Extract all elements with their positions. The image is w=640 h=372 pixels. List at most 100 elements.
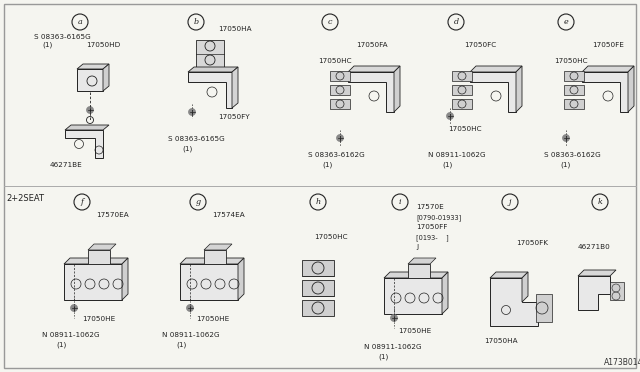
- Text: f: f: [81, 198, 83, 206]
- Text: S 08363-6165G: S 08363-6165G: [168, 136, 225, 142]
- Bar: [384, 278, 442, 314]
- Bar: [536, 294, 552, 322]
- Polygon shape: [582, 66, 634, 72]
- Text: 17050HE: 17050HE: [398, 328, 431, 334]
- Text: [0193-    ]: [0193- ]: [416, 234, 449, 241]
- Polygon shape: [348, 72, 394, 112]
- Circle shape: [337, 135, 344, 141]
- Text: [0790-01933]: [0790-01933]: [416, 214, 461, 221]
- Text: 17050HC: 17050HC: [554, 58, 588, 64]
- Text: 17570E: 17570E: [416, 204, 444, 210]
- Text: 2+2SEAT: 2+2SEAT: [6, 194, 44, 203]
- Polygon shape: [204, 244, 232, 250]
- Text: 17050FF: 17050FF: [416, 224, 447, 230]
- Text: 17050FY: 17050FY: [218, 114, 250, 120]
- Polygon shape: [628, 66, 634, 112]
- Polygon shape: [578, 270, 616, 276]
- Bar: [564, 85, 584, 95]
- Text: (1): (1): [378, 354, 388, 360]
- Text: 17050HD: 17050HD: [86, 42, 120, 48]
- Text: 17050HC: 17050HC: [314, 234, 348, 240]
- Text: 17050FE: 17050FE: [592, 42, 624, 48]
- Polygon shape: [384, 272, 448, 278]
- Text: S 08363-6162G: S 08363-6162G: [308, 152, 365, 158]
- Text: a: a: [77, 18, 83, 26]
- Text: 17050HE: 17050HE: [82, 316, 115, 322]
- Text: d: d: [453, 18, 459, 26]
- Text: 46271BE: 46271BE: [50, 162, 83, 168]
- Polygon shape: [180, 258, 244, 264]
- Text: N 08911-1062G: N 08911-1062G: [428, 152, 486, 158]
- Circle shape: [390, 314, 397, 321]
- Text: 17050FK: 17050FK: [516, 240, 548, 246]
- Bar: [452, 85, 472, 95]
- Polygon shape: [103, 64, 109, 91]
- Bar: [564, 71, 584, 81]
- Text: i: i: [399, 198, 401, 206]
- Text: 17570EA: 17570EA: [96, 212, 129, 218]
- Polygon shape: [490, 278, 538, 326]
- Bar: [610, 282, 624, 300]
- Text: g: g: [195, 198, 200, 206]
- Text: b: b: [193, 18, 198, 26]
- Bar: [77, 69, 103, 91]
- Bar: [330, 71, 350, 81]
- Polygon shape: [77, 64, 109, 69]
- Text: h: h: [316, 198, 321, 206]
- Text: (1): (1): [182, 146, 192, 153]
- Bar: [452, 99, 472, 109]
- Polygon shape: [65, 125, 109, 130]
- Text: c: c: [328, 18, 332, 26]
- Polygon shape: [516, 66, 522, 112]
- Bar: [204, 250, 226, 264]
- Polygon shape: [470, 72, 516, 112]
- Text: A173B0146: A173B0146: [604, 358, 640, 367]
- Polygon shape: [348, 66, 400, 72]
- Polygon shape: [408, 258, 436, 264]
- Text: (1): (1): [42, 42, 52, 48]
- Circle shape: [86, 106, 93, 113]
- Bar: [452, 71, 472, 81]
- Bar: [330, 99, 350, 109]
- Circle shape: [70, 305, 77, 311]
- Text: N 08911-1062G: N 08911-1062G: [42, 332, 100, 338]
- Bar: [302, 300, 334, 316]
- Polygon shape: [394, 66, 400, 112]
- Bar: [302, 280, 334, 296]
- Bar: [196, 40, 224, 68]
- Polygon shape: [490, 272, 528, 278]
- Text: k: k: [598, 198, 602, 206]
- Polygon shape: [470, 66, 522, 72]
- Bar: [564, 99, 584, 109]
- Text: N 08911-1062G: N 08911-1062G: [364, 344, 422, 350]
- Text: e: e: [564, 18, 568, 26]
- Text: 46271B0: 46271B0: [578, 244, 611, 250]
- Circle shape: [189, 109, 195, 115]
- Text: S 08363-6162G: S 08363-6162G: [544, 152, 601, 158]
- Polygon shape: [578, 276, 610, 310]
- Text: N 08911-1062G: N 08911-1062G: [162, 332, 220, 338]
- Text: S 08363-6165G: S 08363-6165G: [34, 34, 91, 40]
- Polygon shape: [238, 258, 244, 300]
- Polygon shape: [188, 67, 238, 72]
- Text: J: J: [416, 244, 418, 250]
- Polygon shape: [188, 72, 232, 108]
- Text: 17574EA: 17574EA: [212, 212, 244, 218]
- Bar: [64, 264, 122, 300]
- Text: j: j: [509, 198, 511, 206]
- Circle shape: [186, 305, 193, 311]
- Text: (1): (1): [176, 342, 186, 349]
- Polygon shape: [522, 272, 528, 302]
- Text: (1): (1): [56, 342, 67, 349]
- Circle shape: [563, 135, 570, 141]
- Bar: [408, 264, 430, 278]
- Text: (1): (1): [560, 162, 570, 169]
- Polygon shape: [442, 272, 448, 314]
- Text: (1): (1): [442, 162, 452, 169]
- Bar: [330, 85, 350, 95]
- Text: (1): (1): [322, 162, 332, 169]
- Bar: [88, 250, 110, 264]
- Text: 17050FC: 17050FC: [464, 42, 496, 48]
- Circle shape: [447, 112, 454, 119]
- Bar: [302, 260, 334, 276]
